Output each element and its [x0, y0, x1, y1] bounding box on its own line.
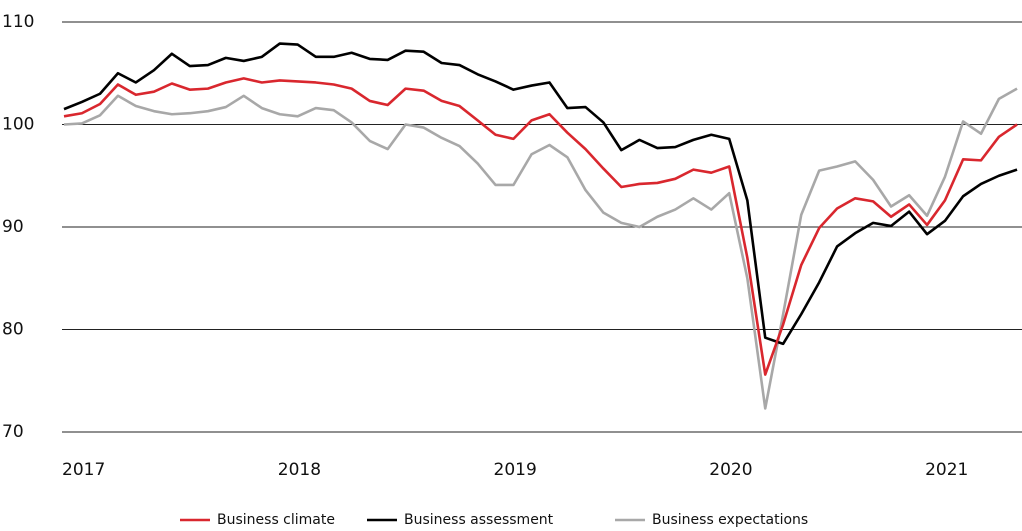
x-tick-label: 2021: [925, 460, 968, 480]
y-tick-label: 70: [2, 422, 24, 442]
legend-label: Business expectations: [652, 512, 808, 528]
labels: 70 80 90 100 110 2017 2018 2019 2020 2021: [2, 12, 968, 480]
grid: [62, 21, 1022, 433]
x-tick-label: 2017: [62, 460, 105, 480]
series-line: [63, 87, 1018, 410]
series-line: [63, 42, 1018, 346]
series-line: [63, 77, 1018, 376]
x-tick-label: 2020: [709, 460, 752, 480]
x-tick-label: 2019: [494, 460, 537, 480]
y-tick-label: 90: [2, 217, 24, 237]
legend: Business climate Business assessment Busin…: [180, 512, 808, 528]
legend-label: Business climate: [217, 512, 335, 528]
y-tick-label: 110: [2, 12, 34, 32]
y-tick-label: 100: [2, 115, 34, 135]
legend-label: Business assessment: [404, 512, 554, 528]
y-tick-label: 80: [2, 320, 24, 340]
lines: [63, 42, 1018, 410]
x-tick-label: 2018: [278, 460, 321, 480]
